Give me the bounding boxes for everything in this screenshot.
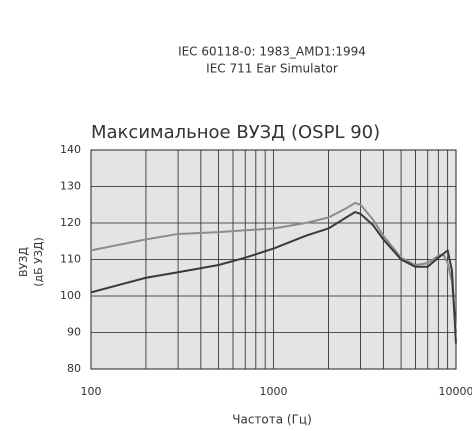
plot-frame	[90, 149, 457, 370]
series-line	[90, 211, 457, 344]
y-axis-label-line: (дБ УЗД)	[32, 237, 45, 287]
y-tick-label: 130	[60, 180, 81, 193]
y-axis-label: ВУЗД (дБ УЗД)	[17, 237, 45, 287]
y-tick-label: 100	[60, 289, 81, 302]
y-tick-label: 120	[60, 216, 81, 229]
header-line: IEC 60118-0: 1983_AMD1:1994	[178, 45, 366, 59]
header-line: IEC 711 Ear Simulator	[206, 62, 338, 76]
x-axis-label: Частота (Гц)	[232, 413, 312, 427]
y-axis-label-line: ВУЗД	[17, 247, 30, 277]
y-tick-label: 110	[60, 253, 81, 266]
x-tick-label: 100	[81, 385, 102, 398]
y-tick-label: 140	[60, 143, 81, 156]
y-tick-label: 80	[67, 362, 81, 375]
x-tick-label: 1000	[260, 385, 288, 398]
y-tick-label: 90	[67, 326, 81, 339]
chart-title: Максимальное ВУЗД (OSPL 90)	[91, 122, 380, 143]
x-tick-label: 10000	[439, 385, 472, 398]
